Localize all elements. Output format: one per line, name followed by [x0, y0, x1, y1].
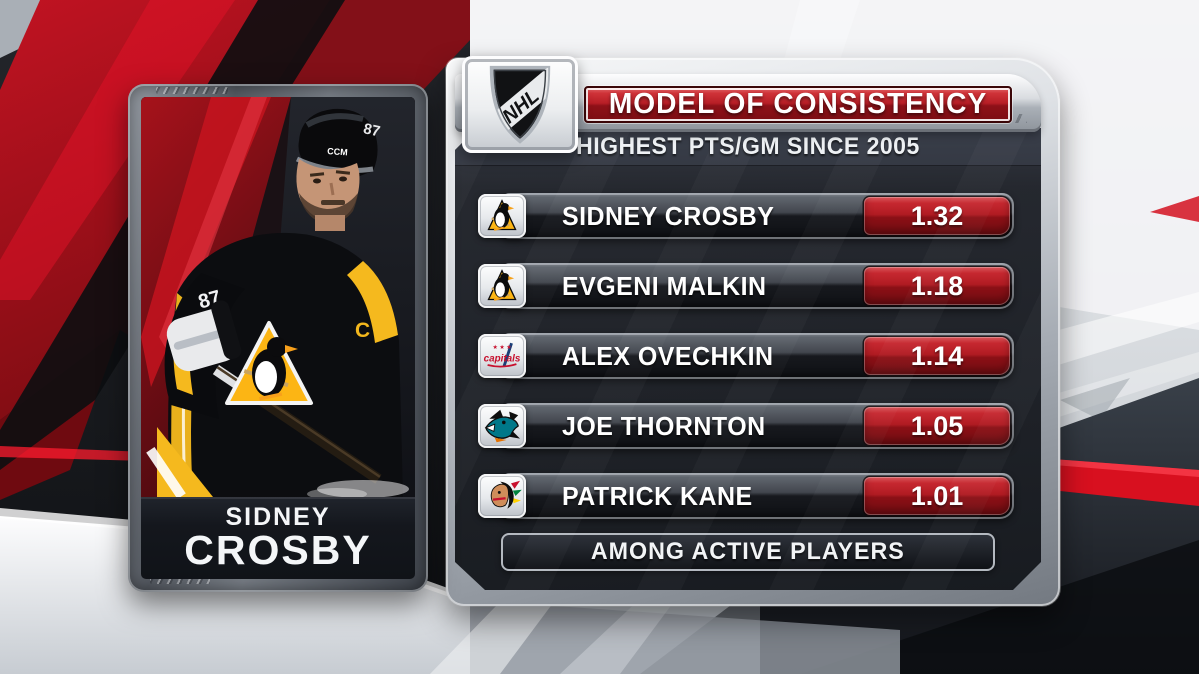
panel-subtitle: HIGHEST PTS/GM SINCE 2005: [576, 132, 920, 160]
card-corner-hash-detail: [156, 87, 228, 94]
row-player-name: SIDNEY CROSBY: [562, 200, 775, 231]
stat-row: PATRICK KANE 1.01: [478, 473, 1014, 519]
washington-capitals-logo-icon: [478, 334, 526, 378]
row-stat-value: 1.05: [864, 407, 1010, 445]
captain-letter: C: [355, 319, 370, 342]
stat-row: ALEX OVECHKIN 1.14: [478, 333, 1014, 379]
stat-bar: ALEX OVECHKIN 1.14: [500, 333, 1014, 379]
san-jose-sharks-logo-icon: [478, 404, 526, 448]
row-player-name: ALEX OVECHKIN: [562, 340, 774, 371]
player-card: 87 87: [128, 84, 428, 592]
row-stat-value: 1.01: [864, 477, 1010, 515]
stat-bar: SIDNEY CROSBY 1.32: [500, 193, 1014, 239]
stats-panel: HIGHEST PTS/GM SINCE 2005 SIDNEY CROSBY …: [455, 128, 1041, 590]
row-stat-value: 1.32: [864, 197, 1010, 235]
pittsburgh-penguins-logo-icon: [478, 194, 526, 238]
footer-note: AMONG ACTIVE PLAYERS: [501, 533, 995, 571]
row-player-name: EVGENI MALKIN: [562, 270, 767, 301]
row-player-name: PATRICK KANE: [562, 480, 753, 511]
stat-row: SIDNEY CROSBY 1.32: [478, 193, 1014, 239]
player-first-name: SIDNEY: [225, 502, 331, 531]
nhl-logo-box: [462, 56, 578, 153]
footer-note-label: AMONG ACTIVE PLAYERS: [591, 538, 905, 565]
nhl-shield-icon: [486, 63, 554, 146]
player-nameplate: SIDNEY CROSBY: [141, 497, 415, 579]
row-player-name: JOE THORNTON: [562, 410, 766, 441]
stat-bar: EVGENI MALKIN 1.18: [500, 263, 1014, 309]
row-stat-value: 1.14: [864, 337, 1010, 375]
helmet-brand-label: CCM: [327, 146, 348, 157]
stat-row: JOE THORNTON 1.05: [478, 403, 1014, 449]
stat-bar: JOE THORNTON 1.05: [500, 403, 1014, 449]
panel-title: MODEL OF CONSISTENCY: [608, 88, 988, 120]
pittsburgh-penguins-logo-icon: [478, 264, 526, 308]
stats-list: SIDNEY CROSBY 1.32 EVGENI MALKIN 1.18: [478, 193, 1014, 519]
player-last-name: CROSBY: [184, 527, 372, 574]
title-banner: MODEL OF CONSISTENCY: [584, 86, 1012, 123]
stat-row: EVGENI MALKIN 1.18: [478, 263, 1014, 309]
chicago-blackhawks-logo-icon: [478, 474, 526, 518]
player-photo-illustration: 87 87: [141, 97, 415, 497]
card-corner-hash-detail: [150, 577, 210, 584]
helmet-number-label: 87: [362, 120, 382, 140]
player-photo: 87 87: [141, 97, 415, 497]
row-stat-value: 1.18: [864, 267, 1010, 305]
penguins-crest: [225, 321, 313, 405]
stat-bar: PATRICK KANE 1.01: [500, 473, 1014, 519]
